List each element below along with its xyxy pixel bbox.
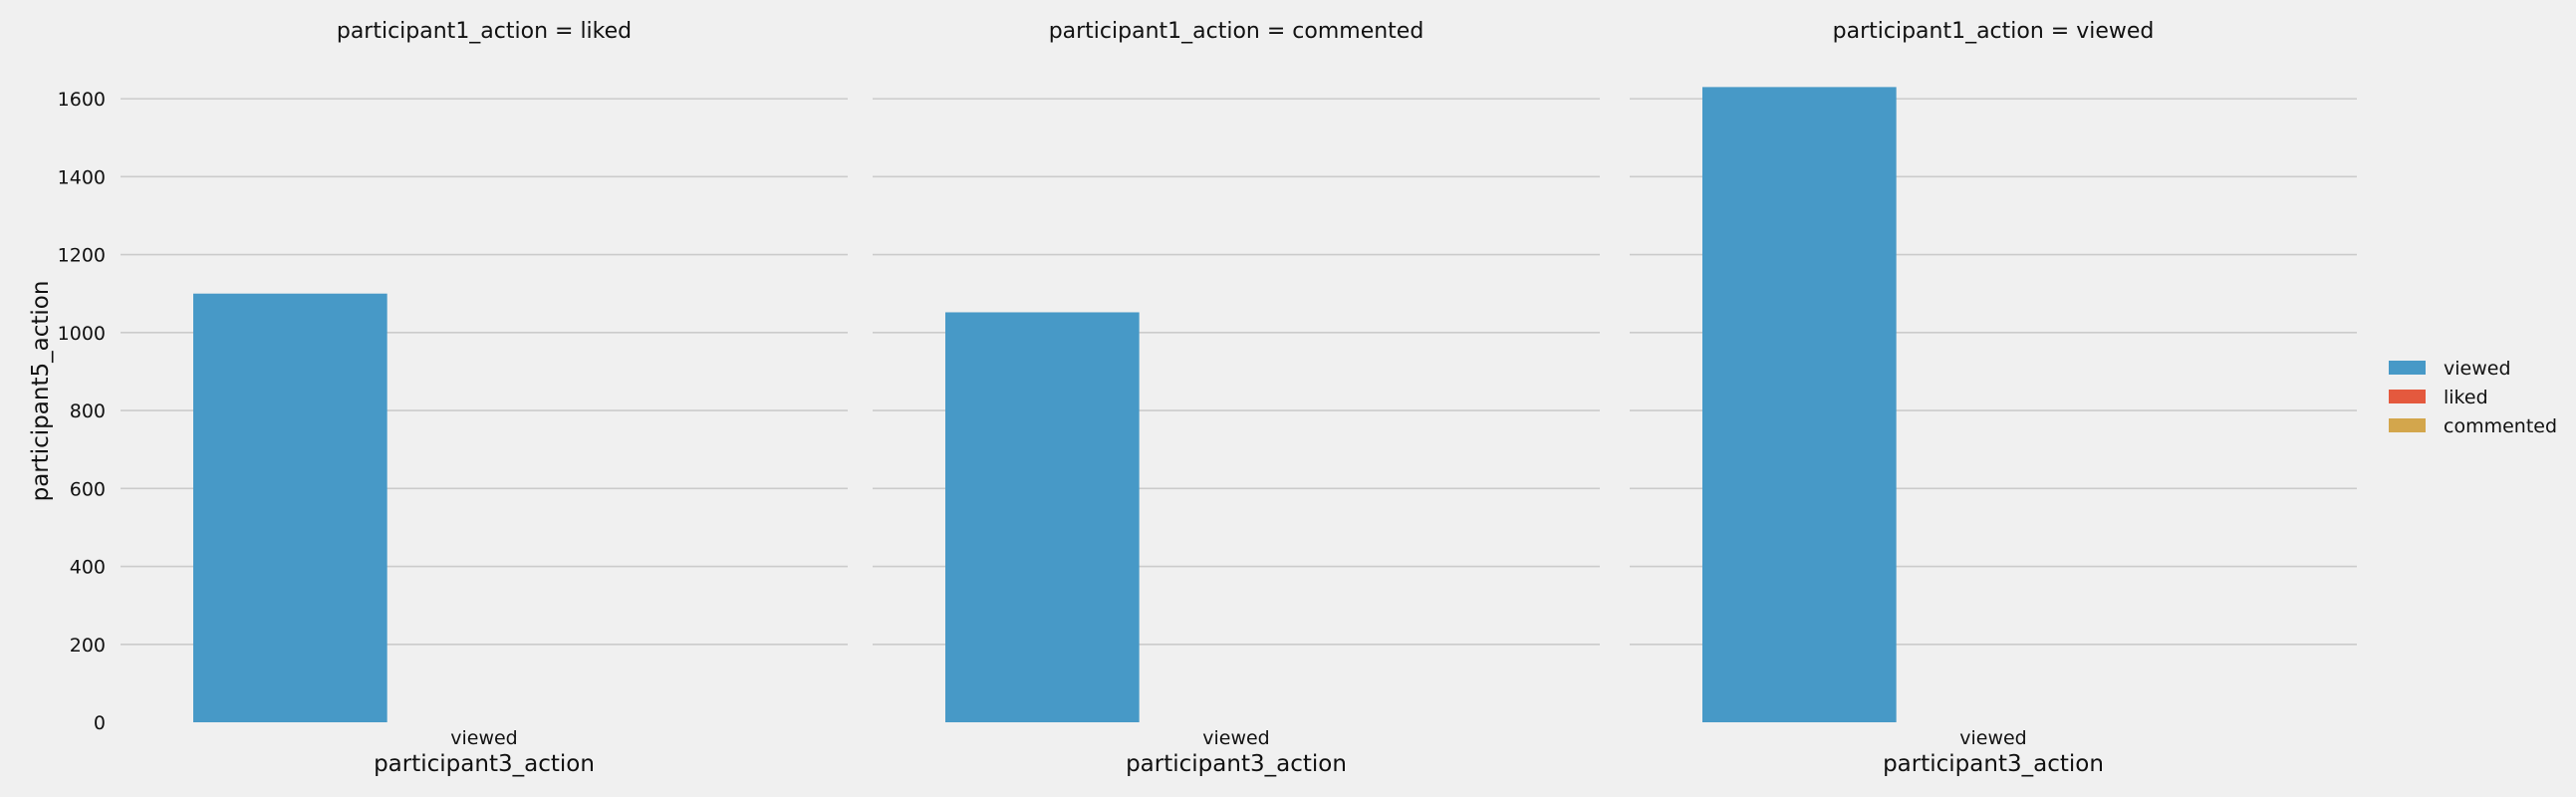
x-axis-label: participant3_action [1126, 751, 1347, 777]
x-axis-label: participant3_action [1883, 751, 2104, 777]
panel-title: participant1_action = viewed [1833, 19, 2155, 44]
y-tick-label: 400 [70, 557, 106, 579]
panel-title: participant1_action = liked [337, 19, 632, 44]
y-tick-label: 800 [70, 400, 106, 422]
y-tick-label: 1400 [58, 166, 106, 188]
legend-label-viewed: viewed [2444, 358, 2511, 380]
y-axis-label: participant5_action [28, 281, 54, 502]
bar-viewed [193, 293, 387, 722]
legend-label-liked: liked [2444, 387, 2488, 408]
legend-swatch-commented [2389, 418, 2426, 432]
legend-swatch-liked [2389, 390, 2426, 403]
y-tick-label: 1200 [58, 245, 106, 267]
panel-title: participant1_action = commented [1049, 19, 1424, 44]
y-tick-label: 200 [70, 635, 106, 657]
y-tick-label: 600 [70, 478, 106, 500]
x-tick-label: viewed [1202, 727, 1270, 749]
x-tick-label: viewed [450, 727, 518, 749]
y-tick-label: 1000 [58, 323, 106, 345]
x-tick-label: viewed [1959, 727, 2027, 749]
legend-label-commented: commented [2444, 415, 2557, 437]
bar-viewed [945, 312, 1140, 722]
legend-swatch-viewed [2389, 361, 2426, 375]
x-axis-label: participant3_action [374, 751, 595, 777]
bar-viewed [1702, 87, 1897, 723]
y-tick-label: 1600 [58, 89, 106, 111]
y-tick-label: 0 [94, 712, 106, 734]
